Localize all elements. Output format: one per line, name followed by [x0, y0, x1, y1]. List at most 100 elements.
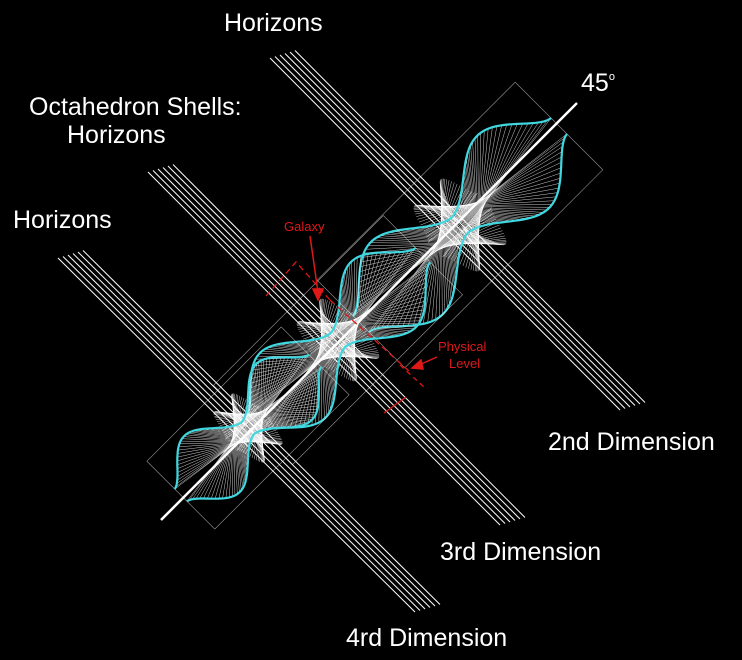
- shell-top-string: [441, 188, 454, 293]
- shell-middle-string: [341, 280, 356, 373]
- shell-top-string: [456, 123, 523, 264]
- shell-bottom-string: [249, 357, 286, 457]
- shell-top-string: [426, 146, 563, 238]
- shell-bottom-string: [214, 408, 318, 417]
- shell-top-string: [412, 228, 487, 239]
- shell-top-string: [402, 229, 492, 242]
- shell-bottom-string: [224, 375, 319, 436]
- shell-bottom-string: [231, 396, 245, 486]
- shell-middle-string: [343, 252, 378, 378]
- shell-bottom-string: [190, 431, 280, 445]
- shell-bottom-string: [215, 402, 319, 421]
- shell-top-string: [453, 123, 529, 262]
- angle-label: 45o: [581, 69, 615, 97]
- galaxy-label: Galaxy: [284, 219, 325, 234]
- shell-top-string: [416, 183, 560, 217]
- shell-bottom-string: [249, 379, 264, 456]
- shell-top-string: [443, 120, 548, 257]
- shell-top-string: [423, 206, 528, 219]
- shell-middle-string: [346, 253, 373, 379]
- shell-middle-string: [335, 252, 392, 374]
- shell-middle-string: [296, 341, 362, 353]
- shell-bottom-string: [245, 357, 293, 455]
- shell-bottom-string: [195, 404, 256, 499]
- shell-middle-string: [350, 254, 365, 381]
- shell-middle-string: [338, 252, 387, 375]
- shell-top-edge-upper: [352, 117, 552, 317]
- shell-bottom-string: [225, 366, 322, 440]
- shell-bottom-string: [240, 357, 301, 452]
- shell-bottom-string: [236, 354, 310, 451]
- shell-bottom-string: [259, 358, 268, 462]
- shell-top-string: [420, 167, 562, 226]
- shell-bottom-string: [238, 356, 304, 452]
- shell-bottom-string: [253, 357, 278, 460]
- horizon-line-2nd: [284, 53, 636, 406]
- shell-top-string: [433, 211, 508, 222]
- shell-top-string: [415, 187, 559, 215]
- shell-bottom-string: [255, 357, 274, 461]
- shell-bottom-string: [232, 400, 247, 477]
- shell-bottom-string: [199, 429, 276, 444]
- shell-bottom-edge-lower: [186, 366, 323, 503]
- shell-bottom-string: [236, 408, 249, 463]
- shell-middle-string: [328, 251, 405, 370]
- shell-top-string: [443, 193, 456, 283]
- shell-bottom-string: [196, 429, 278, 444]
- shell-top-string: [459, 123, 518, 265]
- shell-bottom: [146, 326, 350, 530]
- shell-bottom-string: [231, 397, 246, 483]
- dimension-2-label: 2nd Dimension: [548, 428, 715, 456]
- shell-top-string: [418, 172, 561, 223]
- shell-middle-string: [267, 347, 376, 359]
- shell-bottom-string: [220, 387, 319, 429]
- angle-value: 45: [581, 69, 609, 97]
- shell-top-string: [422, 180, 450, 324]
- shell-middle-string: [271, 345, 375, 359]
- octahedron-horizons-label: Horizons: [67, 121, 166, 149]
- horizons-left-label: Horizons: [13, 206, 112, 234]
- level-label: Level: [449, 356, 481, 371]
- shell-top-string: [417, 178, 561, 220]
- horizon-line-4th: [67, 254, 426, 610]
- shell-top-string: [423, 156, 562, 232]
- shell-top-string: [465, 124, 507, 268]
- shell-top-string: [414, 192, 558, 213]
- shell-bottom-string: [216, 398, 319, 423]
- shell-top: [316, 81, 604, 369]
- shell-top-string: [428, 137, 565, 242]
- shell-middle-string: [333, 252, 396, 372]
- galaxy-annotation: [265, 261, 426, 414]
- shell-middle-string: [278, 343, 371, 358]
- shell-top-string: [439, 181, 448, 309]
- shell-middle-string: [275, 344, 373, 358]
- shell-top-string: [425, 207, 523, 220]
- shell-bottom-frame: [146, 326, 350, 530]
- shell-bottom-edge-upper: [173, 353, 310, 490]
- shell-top-string: [357, 212, 494, 304]
- shell-top-string: [442, 117, 552, 258]
- octahedron-shells-label: Octahedron Shells:: [29, 93, 242, 121]
- shell-middle-string: [251, 348, 377, 375]
- shell-top-string: [445, 121, 544, 258]
- shell-bottom-string: [177, 420, 272, 481]
- shell-middle-string: [348, 253, 369, 380]
- shell-middle-string: [341, 252, 382, 377]
- physical-label: Physical: [438, 339, 487, 354]
- angle-unit: o: [608, 71, 615, 83]
- shell-middle-string: [341, 285, 355, 371]
- shell-middle-string: [323, 247, 416, 368]
- shell-top-string: [427, 133, 568, 243]
- shell-bottom-string: [257, 357, 271, 462]
- shell-top-string: [421, 162, 562, 229]
- shell-bottom-string: [193, 430, 279, 445]
- shell-top-string: [447, 122, 539, 259]
- shell-bottom-string: [176, 418, 272, 484]
- shell-bottom-string: [213, 427, 268, 440]
- shell-top-string: [439, 182, 450, 305]
- shell-top-string: [381, 191, 473, 328]
- shell-top-string: [427, 141, 564, 240]
- shell-bottom-string: [221, 383, 319, 431]
- shell-bottom-string: [214, 405, 319, 419]
